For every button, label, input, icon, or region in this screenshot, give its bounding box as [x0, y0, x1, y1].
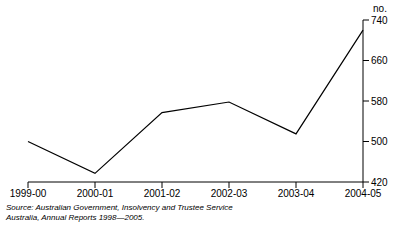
svg-text:no.: no. [373, 3, 387, 14]
html-text:Source: Australian Government,: Source: Australian Government, Insolvenc… [6, 203, 233, 222]
svg-text:2001-02: 2001-02 [144, 188, 181, 199]
svg-text:2004-05: 2004-05 [345, 188, 382, 199]
svg-text:660: 660 [371, 55, 388, 66]
svg-text:2000-01: 2000-01 [77, 188, 114, 199]
svg-text:2002-03: 2002-03 [211, 188, 248, 199]
svg-text:740: 740 [371, 15, 388, 26]
svg-text:2003-04: 2003-04 [278, 188, 315, 199]
svg-text:500: 500 [371, 136, 388, 147]
svg-text:580: 580 [371, 96, 388, 107]
svg-text:420: 420 [371, 177, 388, 188]
svg-text:1999-00: 1999-00 [10, 188, 47, 199]
